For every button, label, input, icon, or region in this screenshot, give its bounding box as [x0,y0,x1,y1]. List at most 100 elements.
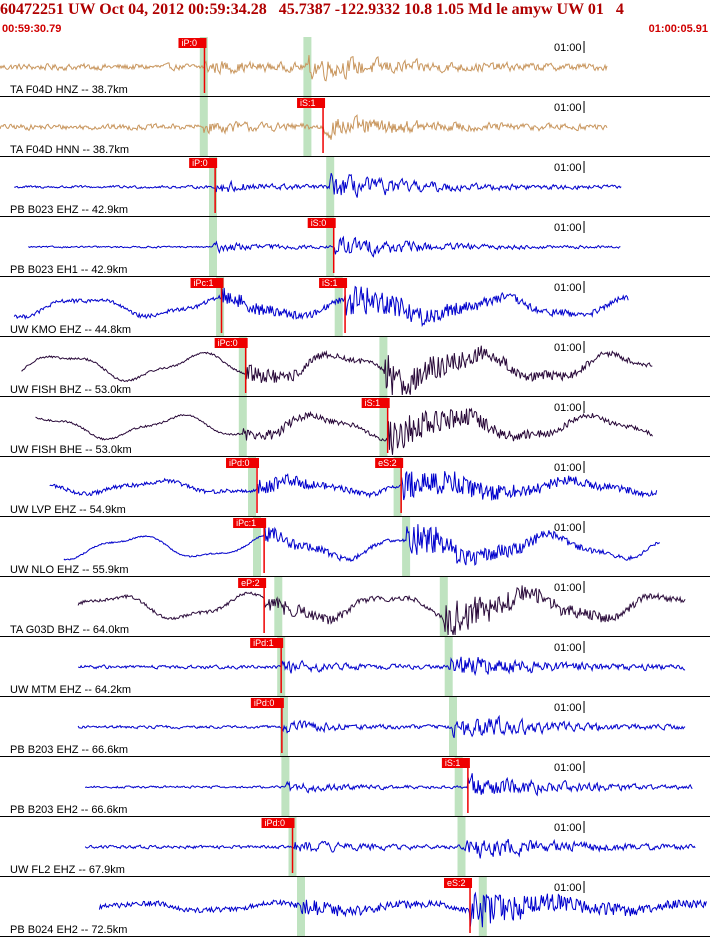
trace-panel[interactable]: 01:00 iPc:1 UW NLO EHZ -- 55.9km [0,518,710,577]
p-phase-window [248,457,256,517]
trace-panel[interactable]: 01:00 iS:1 TA F04D HNN -- 38.7km [0,98,710,157]
trace-panel[interactable]: 01:00 iS:1 UW FISH BHE -- 53.0km [0,398,710,457]
p-phase-window [209,217,217,277]
trace-station-label: UW FL2 EHZ -- 67.9km [10,864,125,876]
waveform-line [77,585,686,636]
phase-pick-flag[interactable] [226,458,260,468]
minute-tick-label: 01:00 [554,222,582,234]
trace-panel[interactable]: 01:00 iS:1 PB B203 EH2 -- 66.6km [0,758,710,817]
waveform-line [21,345,653,396]
phase-pick-label: iP:0 [192,158,208,168]
waveform-line [35,407,653,455]
phase-pick-flag[interactable] [375,458,404,468]
phase-pick-flag[interactable] [214,338,248,348]
phase-pick-flag[interactable] [307,218,336,228]
phase-pick-label: iPc:1 [236,518,256,528]
trace-station-label: PB B023 EHZ -- 42.9km [10,204,128,216]
phase-pick-label: iPd:0 [265,818,286,828]
phase-pick-flag[interactable] [189,158,218,168]
phase-pick-flag[interactable] [441,758,470,768]
minute-tick-label: 01:00 [554,342,582,354]
phase-pick-flag[interactable] [190,278,224,288]
minute-tick-label: 01:00 [554,882,582,894]
s-phase-window [379,397,388,457]
phase-pick-label: iS:1 [300,98,316,108]
trace-panel[interactable]: 01:00 iPd:0 PB B203 EHZ -- 66.6km [0,698,710,757]
trace-station-label: UW FISH BHE -- 53.0km [10,444,132,456]
trace-panel[interactable]: 01:00 eS:2 PB B024 EH2 -- 72.5km [0,878,710,937]
phase-pick-flag[interactable] [178,38,207,48]
window-end-time: 01:00:05.91 [648,23,708,35]
minute-tick-label: 01:00 [554,102,582,114]
trace-panel[interactable]: 01:00 iS:0 PB B023 EH1 -- 42.9km [0,218,710,277]
phase-pick-label: iPd:0 [254,698,275,708]
phase-pick-flag[interactable] [297,98,326,108]
phase-pick-label: iPd:0 [229,458,250,468]
minute-tick-label: 01:00 [554,162,582,174]
trace-station-label: PB B024 EH2 -- 72.5km [10,924,127,936]
s-phase-window [303,97,312,157]
phase-pick-flag[interactable] [233,518,267,528]
trace-panel[interactable]: 01:00 iP:0 PB B023 EHZ -- 42.9km [0,158,710,217]
minute-tick-label: 01:00 [554,522,582,534]
minute-tick-label: 01:00 [554,402,582,414]
p-phase-window [238,397,247,457]
trace-panel[interactable]: 01:00 iPd:0 eS:2 UW LVP EHZ -- 54.9km [0,458,710,517]
phase-pick-flag[interactable] [250,698,284,708]
p-phase-window [253,517,261,577]
trace-panel[interactable]: 01:00 iPd:1 UW MTM EHZ -- 64.2km [0,638,710,697]
trace-panel[interactable]: 01:00 iPd:0 UW FL2 EHZ -- 67.9km [0,818,710,877]
trace-panel[interactable]: 01:00 iPc:0 UW FISH BHZ -- 53.0km [0,338,710,397]
waveform-line [63,524,660,566]
phase-pick-label: iPd:1 [253,638,274,648]
trace-station-label: TA F04D HNN -- 38.7km [10,144,129,156]
waveform-line [98,891,707,928]
trace-station-label: PB B203 EH2 -- 66.6km [10,804,127,816]
seismogram-panel[interactable]: 01:00 iP:0 TA F04D HNZ -- 38.7km 01:00 iS:1 T… [0,37,710,938]
waveform-line [14,173,622,198]
phase-pick-label: eP:2 [241,578,260,588]
trace-station-label: UW MTM EHZ -- 64.2km [10,684,131,696]
phase-pick-label: iS:1 [365,398,381,408]
minute-tick-label: 01:00 [554,582,582,594]
p-phase-window [238,337,247,397]
trace-station-label: UW FISH BHZ -- 53.0km [10,384,131,396]
trace-station-label: TA G03D BHZ -- 64.0km [10,624,129,636]
phase-pick-label: iS:0 [311,218,327,228]
p-phase-window [281,757,290,817]
phase-pick-label: iP:0 [181,38,197,48]
phase-pick-label: eS:2 [378,458,397,468]
waveform-line [0,55,608,82]
p-phase-window [209,157,217,217]
s-phase-window [402,517,411,577]
phase-pick-flag[interactable] [444,878,473,888]
p-phase-window [216,277,225,337]
waveform-line [84,838,696,859]
minute-tick-label: 01:00 [554,462,582,474]
s-phase-window [303,37,312,97]
s-phase-window [334,277,343,337]
trace-station-label: PB B023 EH1 -- 42.9km [10,264,127,276]
waveform-line [77,714,686,738]
trace-station-label: UW KMO EHZ -- 44.8km [10,324,131,336]
trace-station-label: TA F04D HNZ -- 38.7km [10,84,128,96]
minute-tick-label: 01:00 [554,762,582,774]
phase-pick-flag[interactable] [361,398,390,408]
trace-panel[interactable]: 01:00 iPc:1 iS:1 UW KMO EHZ -- 44.8km [0,278,710,337]
minute-tick-label: 01:00 [554,282,582,294]
s-phase-window [439,577,448,637]
waveform-line [77,656,686,677]
s-phase-window [457,817,466,877]
window-start-time: 00:59:30.79 [2,23,62,35]
phase-pick-flag[interactable] [238,578,267,588]
trace-panel[interactable]: 01:00 iP:0 TA F04D HNZ -- 38.7km [0,38,710,97]
phase-pick-flag[interactable] [261,818,295,828]
s-phase-window [379,337,388,397]
phase-pick-flag[interactable] [250,638,284,648]
trace-station-label: PB B203 EHZ -- 66.6km [10,744,128,756]
phase-pick-flag[interactable] [319,278,348,288]
trace-panel[interactable]: 01:00 eP:2 TA G03D BHZ -- 64.0km [0,578,710,637]
waveform-line [84,773,693,797]
phase-pick-label: iPc:1 [194,278,214,288]
waveform-line [0,114,608,140]
